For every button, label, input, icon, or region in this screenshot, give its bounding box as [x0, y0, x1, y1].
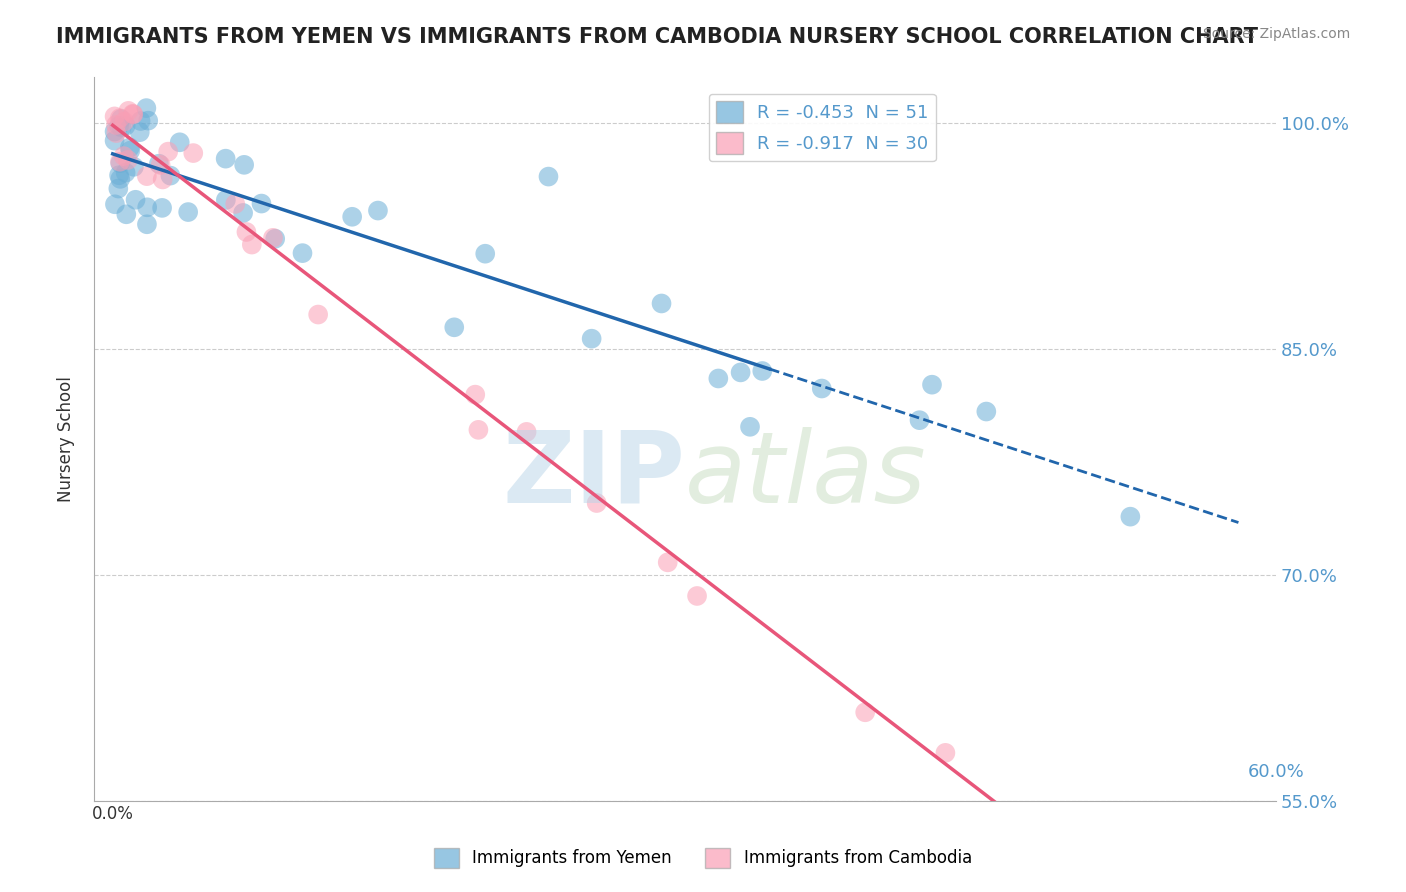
Point [585, 496, 607, 510]
Point [686, 589, 709, 603]
Point [124, 193, 146, 207]
Point [232, 206, 254, 220]
Point [810, 382, 832, 396]
Point [177, 205, 200, 219]
Point [235, 225, 257, 239]
Point [136, 113, 159, 128]
Point [148, 157, 170, 171]
Point [110, 112, 132, 126]
Point [110, 156, 132, 170]
Point [443, 320, 465, 334]
Point [105, 126, 128, 140]
Point [738, 419, 761, 434]
Point [129, 114, 152, 128]
Point [104, 118, 127, 132]
Point [108, 154, 131, 169]
Point [150, 201, 173, 215]
Point [908, 413, 931, 427]
Point [112, 149, 135, 163]
Point [135, 101, 157, 115]
Point [152, 172, 174, 186]
Point [122, 107, 145, 121]
Point [853, 706, 876, 720]
Point [581, 332, 603, 346]
Point [215, 193, 238, 207]
Point [107, 181, 129, 195]
Point [264, 232, 287, 246]
Point [657, 555, 679, 569]
Point [181, 146, 204, 161]
Text: IMMIGRANTS FROM YEMEN VS IMMIGRANTS FROM CAMBODIA NURSERY SCHOOL CORRELATION CHA: IMMIGRANTS FROM YEMEN VS IMMIGRANTS FROM… [56, 27, 1258, 46]
Point [169, 136, 191, 150]
Point [159, 169, 181, 183]
Point [118, 140, 141, 154]
Point [250, 196, 273, 211]
Point [114, 119, 136, 133]
Point [474, 246, 496, 260]
Point [111, 120, 134, 135]
Point [464, 387, 486, 401]
Point [1119, 509, 1142, 524]
Point [214, 152, 236, 166]
Point [240, 237, 263, 252]
Point [128, 125, 150, 139]
Text: Source: ZipAtlas.com: Source: ZipAtlas.com [1202, 27, 1350, 41]
Point [307, 308, 329, 322]
Point [104, 197, 127, 211]
Point [262, 231, 284, 245]
Y-axis label: Nursery School: Nursery School [58, 376, 75, 502]
Point [103, 124, 125, 138]
Point [117, 103, 139, 118]
Point [224, 197, 246, 211]
Point [112, 114, 135, 128]
Point [976, 404, 998, 418]
Point [117, 153, 139, 167]
Point [108, 168, 131, 182]
Point [233, 158, 256, 172]
Point [291, 246, 314, 260]
Point [537, 169, 560, 184]
Point [651, 296, 673, 310]
Point [707, 371, 730, 385]
Point [114, 166, 136, 180]
Point [115, 207, 138, 221]
Point [751, 364, 773, 378]
Point [934, 746, 956, 760]
Text: 60.0%: 60.0% [1247, 763, 1305, 781]
Point [120, 144, 142, 158]
Point [730, 365, 752, 379]
Point [340, 210, 363, 224]
Point [108, 112, 131, 126]
Point [135, 169, 157, 183]
Point [108, 119, 131, 133]
Point [121, 107, 143, 121]
Point [103, 134, 125, 148]
Point [103, 109, 125, 123]
Point [367, 203, 389, 218]
Point [110, 172, 132, 186]
Legend: Immigrants from Yemen, Immigrants from Cambodia: Immigrants from Yemen, Immigrants from C… [427, 841, 979, 875]
Text: atlas: atlas [685, 426, 927, 524]
Point [516, 425, 538, 439]
Point [136, 217, 159, 231]
Point [136, 200, 159, 214]
Text: ZIP: ZIP [502, 426, 685, 524]
Point [157, 145, 180, 159]
Legend: R = -0.453  N = 51, R = -0.917  N = 30: R = -0.453 N = 51, R = -0.917 N = 30 [709, 94, 936, 161]
Point [467, 423, 489, 437]
Point [149, 158, 172, 172]
Point [921, 377, 943, 392]
Point [122, 160, 145, 174]
